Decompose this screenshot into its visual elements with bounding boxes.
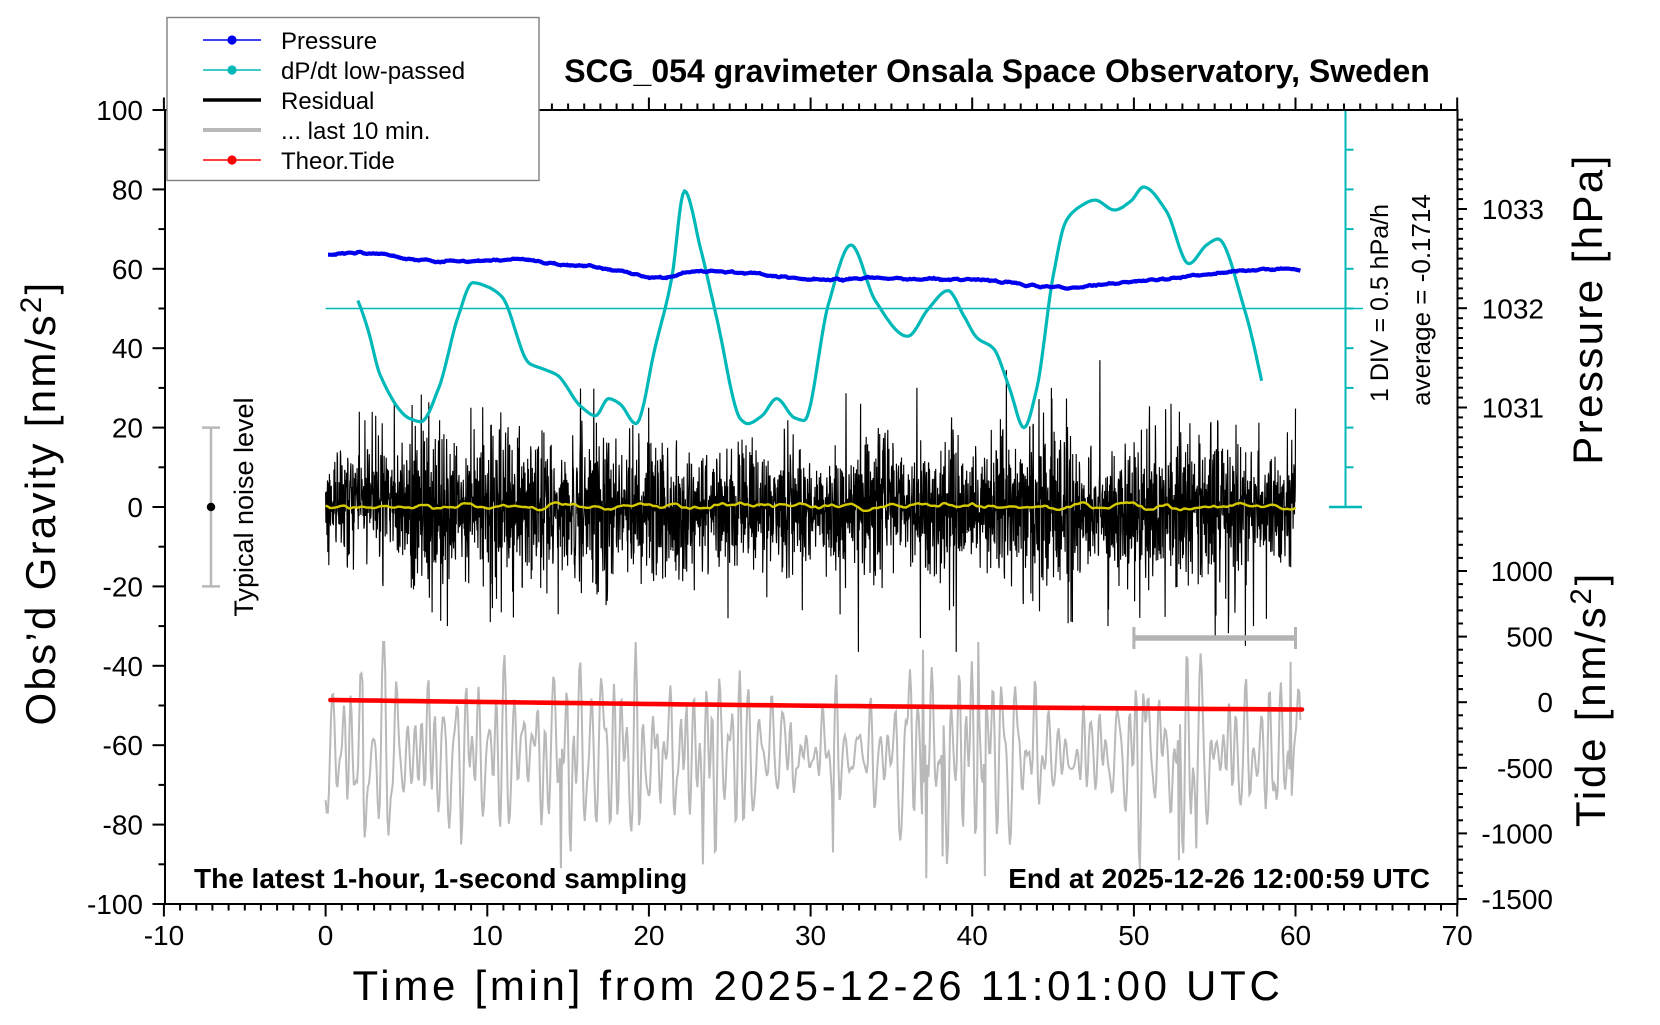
svg-text:-60: -60	[103, 730, 143, 761]
svg-text:1032: 1032	[1482, 293, 1544, 324]
svg-text:1031: 1031	[1482, 393, 1544, 424]
svg-text:0: 0	[318, 920, 334, 951]
svg-text:-40: -40	[103, 651, 143, 682]
svg-text:-1000: -1000	[1481, 818, 1553, 849]
svg-text:500: 500	[1506, 622, 1553, 653]
svg-text:0: 0	[127, 492, 143, 523]
svg-text:-80: -80	[103, 810, 143, 841]
svg-text:40: 40	[112, 333, 143, 364]
svg-text:100: 100	[96, 95, 143, 126]
svg-text:Time [min] from 2025-12-26 11:: Time [min] from 2025-12-26 11:01:00 UTC	[353, 962, 1284, 1009]
svg-text:40: 40	[957, 920, 988, 951]
svg-text:Typical noise level: Typical noise level	[229, 397, 259, 616]
svg-text:1 DIV = 0.5 hPa/h: 1 DIV = 0.5 hPa/h	[1366, 204, 1394, 402]
svg-text:Tide [nm/s2]: Tide [nm/s2]	[1565, 571, 1614, 827]
svg-text:60: 60	[112, 254, 143, 285]
svg-text:-100: -100	[87, 889, 143, 920]
svg-text:SCG_054 gravimeter Onsala Spac: SCG_054 gravimeter Onsala Space Observat…	[564, 53, 1430, 89]
svg-text:The latest 1-hour, 1-second sa: The latest 1-hour, 1-second sampling	[194, 863, 687, 894]
svg-text:Pressure [hPa]: Pressure [hPa]	[1564, 153, 1611, 464]
svg-text:1000: 1000	[1491, 556, 1553, 587]
svg-text:80: 80	[112, 174, 143, 205]
svg-text:-1500: -1500	[1481, 884, 1553, 915]
svg-text:-20: -20	[103, 571, 143, 602]
svg-text:Residual: Residual	[281, 88, 374, 115]
svg-text:20: 20	[633, 920, 664, 951]
svg-text:70: 70	[1442, 920, 1473, 951]
svg-text:Theor.Tide: Theor.Tide	[281, 148, 395, 175]
svg-text:50: 50	[1118, 920, 1149, 951]
svg-text:-10: -10	[144, 920, 184, 951]
svg-text:Pressure: Pressure	[281, 28, 377, 55]
svg-text:0: 0	[1537, 687, 1553, 718]
svg-text:dP/dt low-passed: dP/dt low-passed	[281, 58, 465, 85]
svg-text:-500: -500	[1497, 753, 1553, 784]
svg-text:Obs’d Gravity [nm/s2]: Obs’d Gravity [nm/s2]	[15, 280, 64, 725]
svg-text:... last 10 min.: ... last 10 min.	[281, 118, 430, 145]
svg-text:60: 60	[1280, 920, 1311, 951]
svg-text:average = -0.1714: average = -0.1714	[1406, 194, 1436, 406]
svg-text:End at 2025-12-26 12:00:59 UTC: End at 2025-12-26 12:00:59 UTC	[1008, 863, 1430, 894]
svg-text:1033: 1033	[1482, 194, 1544, 225]
svg-text:20: 20	[112, 413, 143, 444]
svg-text:30: 30	[795, 920, 826, 951]
svg-text:10: 10	[472, 920, 503, 951]
